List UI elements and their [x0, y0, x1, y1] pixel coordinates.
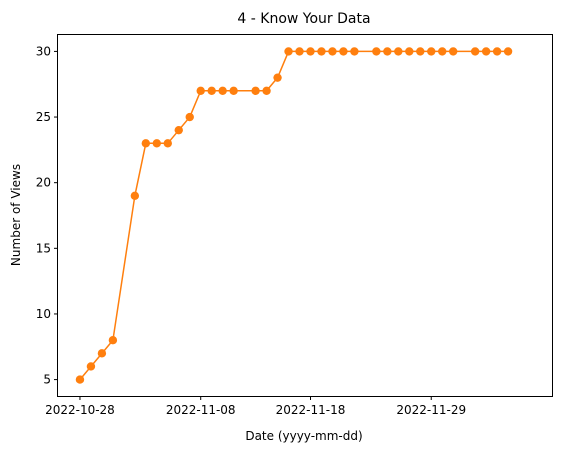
x-axis-title: Date (yyyy-mm-dd) [245, 429, 362, 443]
data-point [492, 47, 502, 56]
y-axis-title: Number of Views [9, 164, 23, 266]
y-tick-label: 15 [36, 241, 51, 255]
data-point [141, 139, 151, 148]
y-tick-label: 25 [36, 110, 51, 124]
data-point [394, 47, 403, 56]
data-point [262, 86, 271, 95]
y-tick-label: 20 [36, 176, 51, 190]
data-point [470, 47, 480, 56]
x-tick-label: 2022-11-18 [276, 403, 346, 417]
data-point [306, 47, 315, 56]
data-point [372, 47, 381, 56]
data-point [383, 47, 392, 56]
y-tick-label: 10 [36, 307, 51, 321]
data-point [405, 47, 414, 56]
y-tick-label: 5 [43, 373, 51, 387]
data-point [449, 47, 458, 56]
x-tick-label: 2022-11-08 [166, 403, 236, 417]
plot-area [75, 47, 513, 384]
chart-title: 4 - Know Your Data [237, 11, 370, 27]
data-point [196, 86, 205, 95]
data-point [251, 86, 260, 95]
data-point [481, 47, 491, 56]
data-point [273, 73, 282, 82]
data-point [108, 336, 118, 345]
data-point [174, 125, 183, 135]
data-point [284, 47, 293, 56]
data-point [218, 86, 227, 95]
data-point [350, 47, 359, 56]
plot-frame [57, 34, 553, 397]
x-tick-label: 2022-11-29 [396, 403, 466, 417]
data-point [130, 191, 140, 201]
data-point [328, 47, 337, 56]
data-point [503, 47, 513, 56]
y-tick-label: 30 [36, 44, 51, 58]
data-point [163, 139, 172, 148]
data-point [427, 47, 436, 56]
data-point [152, 139, 161, 148]
x-tick-label: 2022-10-28 [45, 403, 115, 417]
data-point [185, 112, 194, 122]
y-axis: 5 10 15 20 25 30 [36, 44, 58, 387]
data-point [317, 47, 326, 56]
data-point [97, 349, 107, 358]
x-axis: 2022-10-28 2022-11-08 2022-11-18 2022-11-29 [45, 396, 466, 417]
data-point [339, 47, 348, 56]
data-point [86, 362, 96, 371]
data-point [416, 47, 425, 56]
data-point [75, 375, 85, 384]
data-point [229, 86, 238, 95]
data-point [295, 47, 304, 56]
data-point [438, 47, 447, 56]
data-point [207, 86, 216, 95]
series-line [79, 50, 509, 381]
